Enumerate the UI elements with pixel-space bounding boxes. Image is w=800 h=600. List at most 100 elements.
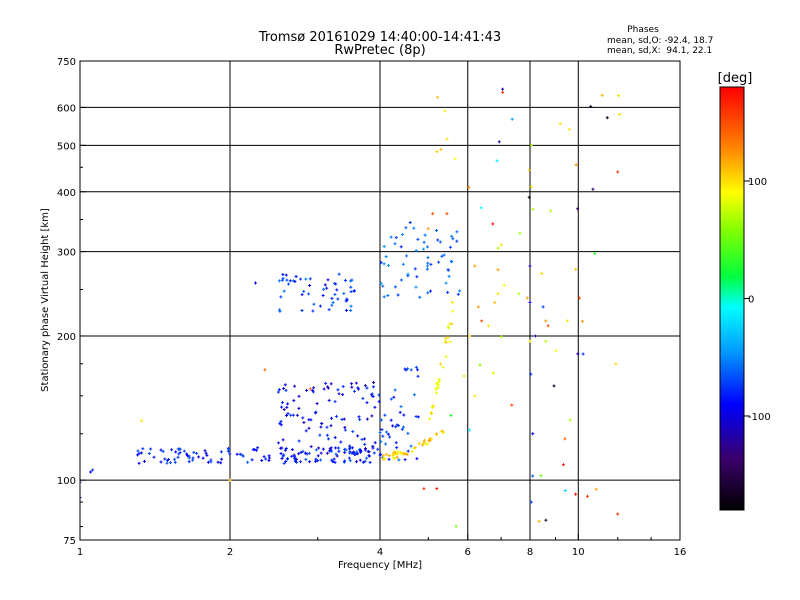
echo-point (395, 441, 397, 445)
echo-point (210, 458, 212, 462)
echo-point (303, 421, 305, 424)
echo-point (437, 381, 439, 385)
echo-point (479, 363, 481, 367)
echo-point (344, 428, 346, 432)
echo-point (413, 393, 415, 397)
echo-point (442, 365, 444, 369)
echo-point (448, 326, 450, 330)
echo-point (366, 417, 368, 421)
echo-point (445, 281, 447, 285)
echo-point (578, 296, 580, 300)
echo-point (547, 324, 549, 328)
echo-point (564, 437, 566, 441)
echo-point (528, 195, 530, 199)
echo-point (436, 382, 438, 386)
echo-point (394, 242, 396, 246)
echo-point (534, 334, 536, 338)
echo-point (90, 470, 92, 474)
echo-point (390, 235, 392, 239)
echo-point (400, 452, 402, 456)
echo-point (431, 406, 433, 409)
echo-point (349, 444, 351, 448)
echo-point (350, 285, 352, 289)
echo-point (206, 453, 208, 457)
colorbar-tick-label: -100 (748, 412, 771, 423)
echo-point (337, 297, 339, 301)
echo-point (619, 113, 620, 116)
echo-point (306, 388, 308, 392)
echo-point (414, 267, 416, 271)
echo-point (328, 308, 330, 312)
echo-point (365, 447, 366, 450)
echo-point (575, 267, 577, 271)
echo-point (392, 453, 394, 457)
echo-point (427, 291, 429, 295)
echo-point (164, 457, 166, 461)
echo-point (455, 524, 457, 528)
echo-point (529, 300, 531, 304)
echo-point (502, 87, 504, 91)
echo-point (193, 450, 195, 454)
echo-point (315, 448, 317, 452)
echo-point (255, 281, 256, 285)
echo-point (423, 442, 425, 446)
echo-point (383, 262, 385, 266)
echo-point (268, 459, 270, 462)
echo-point (337, 388, 339, 392)
echo-point (263, 455, 265, 459)
echo-point (397, 449, 399, 453)
echo-point (415, 365, 417, 369)
echo-point (292, 413, 294, 417)
echo-point (278, 279, 280, 283)
echo-point (188, 456, 190, 460)
echo-point (302, 449, 304, 453)
echo-point (312, 309, 314, 313)
echo-point (348, 456, 350, 460)
echo-point (277, 390, 279, 394)
echo-point (336, 288, 338, 292)
echo-point (426, 267, 428, 271)
echo-point (442, 430, 444, 434)
echo-point (313, 386, 315, 390)
echo-point (300, 450, 302, 454)
echo-point (393, 395, 395, 399)
echo-point (177, 447, 179, 451)
echo-point (390, 397, 392, 401)
echo-point (502, 90, 504, 94)
echo-point (497, 268, 499, 272)
echo-point (334, 436, 336, 440)
echo-point (530, 500, 532, 504)
stats-heading: Phases (627, 25, 659, 35)
echo-point (283, 289, 285, 293)
echo-point (615, 362, 617, 366)
echo-point (344, 450, 346, 454)
echo-point (287, 402, 289, 406)
echo-point (306, 452, 308, 456)
echo-point (378, 400, 380, 404)
echo-point (380, 281, 382, 285)
echo-point (364, 459, 366, 463)
x-axis-label: Frequency [MHz] (338, 560, 422, 571)
echo-point (383, 295, 385, 299)
echo-point (316, 402, 318, 406)
echo-point (545, 518, 547, 522)
echo-point (390, 418, 392, 422)
echo-point (532, 207, 534, 211)
echo-point (302, 416, 304, 420)
echo-point (413, 226, 415, 230)
echo-point (528, 168, 530, 172)
echo-point (541, 272, 543, 275)
echo-point (187, 454, 188, 458)
echo-point (328, 398, 330, 402)
echo-point (438, 260, 440, 264)
echo-point (322, 447, 324, 451)
echo-point (395, 453, 397, 456)
echo-point (160, 448, 162, 452)
echo-point (414, 446, 416, 449)
echo-point (282, 276, 284, 280)
echo-point (373, 381, 375, 384)
echo-point (241, 453, 243, 457)
echo-point (618, 94, 620, 98)
echo-point (436, 432, 438, 436)
y-tick-label: 750 (57, 57, 76, 68)
